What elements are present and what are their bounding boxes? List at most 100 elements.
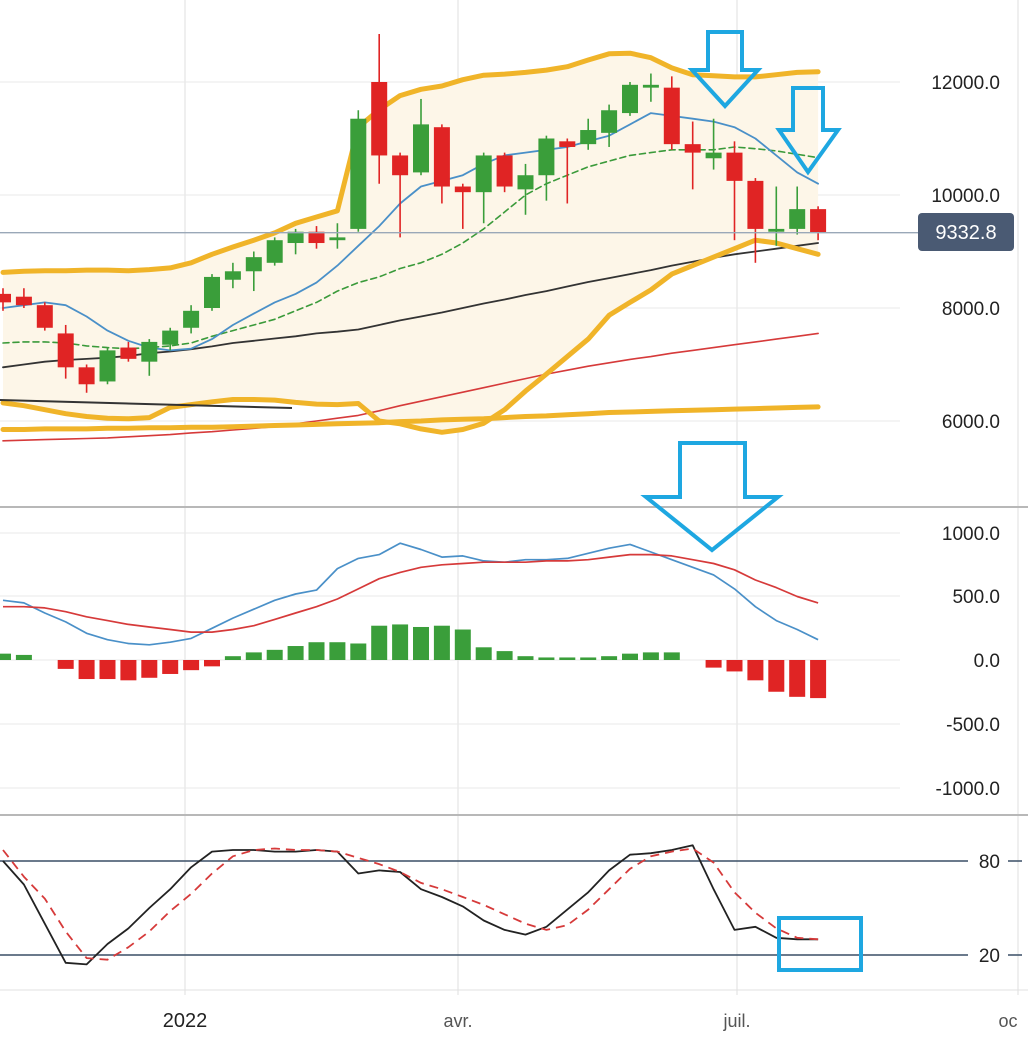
macd-tick-label: 0.0 <box>974 651 1000 672</box>
candle-body-up <box>287 231 304 244</box>
price-tick-label: 8000.0 <box>942 299 1000 320</box>
macd-histogram-bar <box>663 652 680 660</box>
stochastic-lines <box>2 844 819 966</box>
current-price-label: 9332.8 <box>935 222 996 244</box>
macd-axis-labels: 1000.0 500.0 0.0 -500.0 -1000.0 <box>936 524 1000 800</box>
macd-histogram-bar <box>120 660 137 681</box>
candle-body-up <box>580 130 597 145</box>
candle-body-up <box>517 175 534 190</box>
macd-tick-label: 500.0 <box>952 587 1000 608</box>
candle-body-up <box>475 155 492 193</box>
bollinger-upper-line <box>0 50 821 275</box>
ma-red-line <box>2 332 819 442</box>
candle-body-up <box>141 341 158 362</box>
macd-histogram-bar <box>810 660 827 699</box>
candle-body-down <box>36 305 53 328</box>
macd-tick-label: -1000.0 <box>936 779 1000 800</box>
candle-body-up <box>162 330 179 345</box>
candle-body-up <box>350 118 367 229</box>
price-tag-background <box>918 213 1014 251</box>
macd-histogram-bar <box>99 660 116 680</box>
macd-histogram-bar <box>789 660 806 697</box>
macd-histogram-bar <box>622 653 638 660</box>
candle-body-up <box>413 124 429 173</box>
candle-body-up <box>99 350 116 382</box>
macd-histogram-bar <box>559 657 576 660</box>
x-tick-label: 2022 <box>163 1010 208 1032</box>
candle-body-down <box>120 347 137 359</box>
macd-lines <box>2 542 819 646</box>
annotation-arrows <box>640 30 863 972</box>
macd-histogram-bar <box>204 660 220 667</box>
k-line <box>2 844 819 966</box>
price-tick-label: 10000.0 <box>931 186 1000 207</box>
macd-line <box>2 542 819 646</box>
macd-histogram-bar <box>413 626 429 660</box>
ma-black-line <box>2 242 819 369</box>
candle-body-down <box>0 293 11 303</box>
macd-histogram-bar <box>433 625 450 660</box>
macd-histogram-bar <box>57 660 74 669</box>
candle-body-down <box>433 127 450 187</box>
candle-body-down <box>78 367 95 385</box>
stoch-tick-label: 80 <box>979 852 1000 873</box>
candle-body-down <box>810 209 827 233</box>
macd-histogram-bar <box>224 656 241 660</box>
macd-histogram-bar <box>162 660 179 674</box>
macd-histogram-bar <box>601 656 618 660</box>
arrow-down-icon <box>640 441 784 553</box>
macd-histogram-bar <box>329 642 346 660</box>
x-tick-label: oc <box>998 1011 1017 1031</box>
candle-body-up <box>266 240 283 263</box>
macd-histogram-bar <box>0 653 11 660</box>
candle-body-down <box>454 186 471 193</box>
macd-histogram-bar <box>454 629 471 660</box>
candle-body-down <box>663 87 680 145</box>
macd-histogram-bar <box>517 656 534 660</box>
support-trendline <box>0 399 293 409</box>
macd-histogram-bar <box>726 660 743 672</box>
macd-histogram-bar <box>642 652 659 660</box>
current-price-tag: 9332.8 <box>918 213 1014 251</box>
price-indicator-lines <box>0 50 821 442</box>
macd-histogram-bar <box>768 660 785 692</box>
ma-orange-long-line <box>0 404 821 432</box>
stoch-tick-label: 20 <box>979 946 1000 967</box>
macd-histogram-bar <box>392 624 409 660</box>
candle-body-down <box>15 296 32 306</box>
candle-body-down <box>496 155 513 187</box>
arrow-down-icon <box>775 86 842 176</box>
macd-histogram-bar <box>538 657 555 660</box>
candle-body-up <box>204 276 220 308</box>
candle-body-up <box>224 271 241 280</box>
macd-histogram-bar <box>580 657 597 660</box>
macd-histogram-bar <box>183 660 200 671</box>
candle-body-up <box>601 110 618 133</box>
candle-body-down <box>308 231 325 244</box>
macd-histogram-bar <box>350 643 367 660</box>
macd-histogram-bar <box>475 647 492 660</box>
macd-histogram-bar <box>141 660 158 678</box>
highlight-box <box>777 916 863 972</box>
price-tick-label: 12000.0 <box>931 73 1000 94</box>
stoch-label-bg <box>968 943 1008 967</box>
d-line <box>2 847 819 961</box>
candle-body-up <box>642 84 659 88</box>
x-tick-label: avr. <box>443 1011 472 1031</box>
signal-line <box>3 553 819 633</box>
macd-histogram-bar <box>705 660 722 668</box>
macd-histogram-bar <box>15 654 32 660</box>
price-axis-labels: 12000.0 10000.0 8000.0 6000.0 <box>931 73 1000 433</box>
candle-body-down <box>684 144 701 153</box>
stoch-axis-labels: 80 20 <box>968 849 1008 967</box>
candle-body-up <box>538 138 555 176</box>
macd-tick-label: -500.0 <box>946 715 1000 736</box>
macd-histogram-bar <box>371 625 388 660</box>
macd-histogram-bar <box>287 646 304 660</box>
macd-histogram-bar <box>747 660 764 681</box>
candle-body-up <box>705 152 722 159</box>
candle-body-up <box>768 228 785 232</box>
arrow-down-icon <box>687 30 763 109</box>
candle-body-up <box>789 209 806 229</box>
